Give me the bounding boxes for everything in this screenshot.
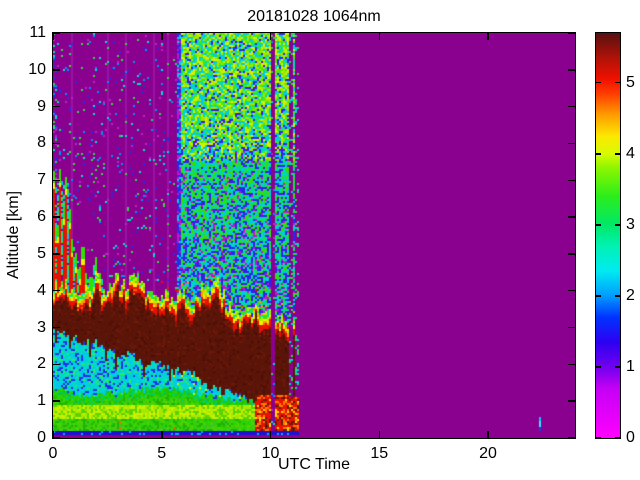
y-tick-mark	[53, 216, 60, 218]
y-tick-label: 2	[37, 355, 46, 373]
y-tick-label: 10	[28, 60, 46, 78]
y-tick-mark	[53, 326, 60, 329]
y-tick-mark-right	[568, 253, 575, 255]
y-tick-mark-right	[568, 32, 575, 34]
y-tick-mark	[53, 105, 60, 108]
y-tick-mark	[53, 289, 60, 292]
colorbar-tick-mark	[596, 366, 601, 368]
y-tick-label: 11	[29, 24, 46, 41]
x-tick-mark-top	[269, 33, 272, 40]
y-tick-mark	[53, 32, 60, 34]
colorbar-tick-mark-right	[615, 81, 620, 84]
colorbar-tick-mark-right	[615, 295, 620, 297]
x-tick-label: 15	[370, 445, 389, 462]
colorbar-tick-label: 2	[626, 286, 635, 304]
colorbar-tick-label: 0	[626, 429, 635, 446]
colorbar-tick-mark-right	[615, 153, 620, 155]
colorbar-tick-mark-right	[615, 366, 620, 368]
y-tick-label: 0	[37, 429, 46, 446]
y-tick-mark-right	[568, 437, 575, 439]
y-tick-label: 8	[37, 134, 46, 152]
y-tick-mark	[53, 142, 60, 145]
x-tick-mark-top	[378, 33, 380, 40]
colorbar-tick-label: 4	[626, 144, 635, 162]
colorbar-tick-label: 3	[626, 215, 635, 233]
x-axis-label: UTC Time	[278, 456, 350, 473]
colorbar-tick-label: 1	[626, 357, 635, 375]
y-tick-label: 1	[37, 392, 46, 410]
y-tick-label: 7	[37, 171, 46, 189]
colorbar-tick-mark-right	[615, 224, 620, 226]
colorbar-tick-mark-right	[615, 437, 620, 439]
y-tick-mark	[53, 179, 60, 182]
y-tick-mark	[53, 253, 60, 255]
x-tick-mark-top	[487, 33, 489, 40]
x-tick-mark	[52, 431, 54, 438]
y-tick-label: 5	[37, 244, 46, 262]
y-tick-mark-right	[568, 142, 575, 145]
y-tick-mark	[53, 400, 60, 402]
y-tick-mark	[53, 69, 60, 71]
y-tick-mark-right	[568, 179, 575, 182]
x-tick-mark	[269, 431, 272, 438]
y-tick-mark	[53, 437, 60, 439]
y-tick-label: 4	[37, 281, 46, 299]
colorbar-tick-mark	[596, 437, 601, 439]
y-tick-label: 9	[37, 97, 46, 115]
colorbar-tick-mark	[596, 153, 601, 155]
x-tick-mark	[378, 431, 380, 438]
colorbar-tick-mark	[596, 224, 601, 226]
x-tick-mark	[161, 431, 163, 438]
colorbar-tick-label: 5	[626, 73, 635, 91]
x-tick-mark	[487, 431, 489, 438]
chart-title: 20181028 1064nm	[247, 8, 381, 25]
heatmap-canvas	[53, 33, 575, 438]
y-tick-mark-right	[568, 363, 575, 366]
y-tick-label: 3	[37, 318, 46, 336]
colorbar	[594, 31, 621, 439]
x-tick-label: 20	[479, 445, 497, 462]
y-tick-mark	[53, 363, 60, 366]
y-tick-mark-right	[568, 326, 575, 329]
y-tick-mark-right	[568, 105, 575, 108]
colorbar-tick-mark	[596, 295, 601, 297]
x-tick-label: 0	[48, 445, 58, 462]
y-tick-mark-right	[568, 69, 575, 71]
x-tick-mark-top	[52, 33, 54, 40]
x-tick-mark-top	[161, 33, 163, 40]
y-tick-mark-right	[568, 400, 575, 402]
y-tick-mark-right	[568, 289, 575, 292]
y-tick-mark-right	[568, 216, 575, 218]
colorbar-tick-mark	[596, 81, 601, 84]
x-tick-label: 10	[261, 445, 280, 462]
x-tick-label: 5	[157, 445, 167, 462]
y-axis-label: Altitude [km]	[5, 190, 22, 280]
y-tick-label: 6	[37, 208, 46, 226]
